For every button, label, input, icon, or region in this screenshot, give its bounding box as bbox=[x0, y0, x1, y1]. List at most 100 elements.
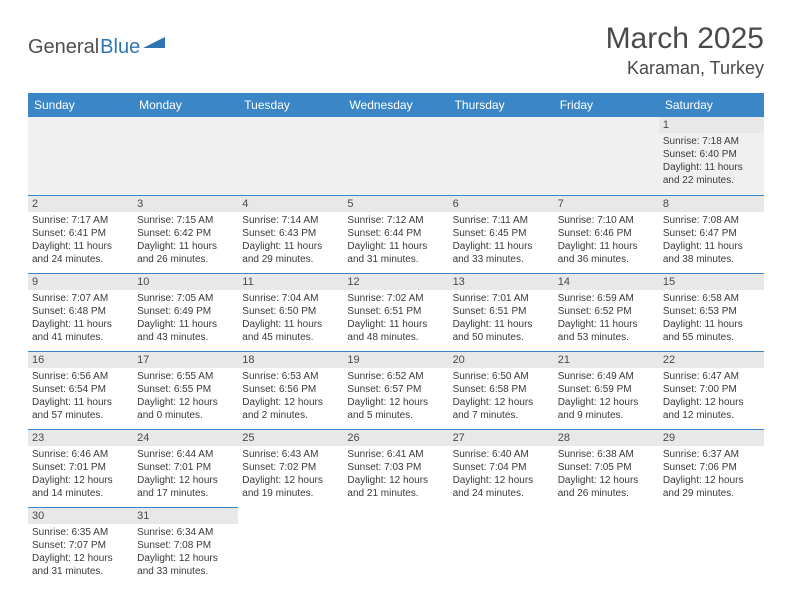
day-number: 30 bbox=[28, 508, 133, 524]
calendar-cell: 1Sunrise: 7:18 AMSunset: 6:40 PMDaylight… bbox=[659, 117, 764, 195]
day-number: 8 bbox=[659, 196, 764, 212]
sunset-line: Sunset: 7:08 PM bbox=[137, 539, 234, 552]
daylight-line: Daylight: 11 hours and 38 minutes. bbox=[663, 240, 760, 266]
sunset-line: Sunset: 6:45 PM bbox=[453, 227, 550, 240]
sunset-line: Sunset: 6:57 PM bbox=[347, 383, 444, 396]
daylight-line: Daylight: 12 hours and 5 minutes. bbox=[347, 396, 444, 422]
day-number: 11 bbox=[238, 274, 343, 290]
sunset-line: Sunset: 6:56 PM bbox=[242, 383, 339, 396]
sunset-line: Sunset: 6:50 PM bbox=[242, 305, 339, 318]
daylight-line: Daylight: 11 hours and 24 minutes. bbox=[32, 240, 129, 266]
sunrise-line: Sunrise: 6:55 AM bbox=[137, 370, 234, 383]
day-number: 17 bbox=[133, 352, 238, 368]
calendar-row: 30Sunrise: 6:35 AMSunset: 7:07 PMDayligh… bbox=[28, 507, 764, 585]
calendar-cell bbox=[449, 117, 554, 195]
calendar-cell: 14Sunrise: 6:59 AMSunset: 6:52 PMDayligh… bbox=[554, 273, 659, 351]
calendar-cell: 17Sunrise: 6:55 AMSunset: 6:55 PMDayligh… bbox=[133, 351, 238, 429]
calendar-cell: 30Sunrise: 6:35 AMSunset: 7:07 PMDayligh… bbox=[28, 507, 133, 585]
calendar-cell: 16Sunrise: 6:56 AMSunset: 6:54 PMDayligh… bbox=[28, 351, 133, 429]
day-number: 3 bbox=[133, 196, 238, 212]
calendar-cell: 27Sunrise: 6:40 AMSunset: 7:04 PMDayligh… bbox=[449, 429, 554, 507]
daylight-line: Daylight: 12 hours and 14 minutes. bbox=[32, 474, 129, 500]
daylight-line: Daylight: 12 hours and 7 minutes. bbox=[453, 396, 550, 422]
sunset-line: Sunset: 6:43 PM bbox=[242, 227, 339, 240]
daylight-line: Daylight: 11 hours and 22 minutes. bbox=[663, 161, 760, 187]
calendar-cell: 5Sunrise: 7:12 AMSunset: 6:44 PMDaylight… bbox=[343, 195, 448, 273]
calendar-cell: 7Sunrise: 7:10 AMSunset: 6:46 PMDaylight… bbox=[554, 195, 659, 273]
sunset-line: Sunset: 7:05 PM bbox=[558, 461, 655, 474]
day-number: 4 bbox=[238, 196, 343, 212]
calendar-cell: 21Sunrise: 6:49 AMSunset: 6:59 PMDayligh… bbox=[554, 351, 659, 429]
day-number: 26 bbox=[343, 430, 448, 446]
day-number: 13 bbox=[449, 274, 554, 290]
sunrise-line: Sunrise: 7:17 AM bbox=[32, 214, 129, 227]
daylight-line: Daylight: 11 hours and 43 minutes. bbox=[137, 318, 234, 344]
calendar-cell: 18Sunrise: 6:53 AMSunset: 6:56 PMDayligh… bbox=[238, 351, 343, 429]
sunrise-line: Sunrise: 6:43 AM bbox=[242, 448, 339, 461]
calendar-cell: 31Sunrise: 6:34 AMSunset: 7:08 PMDayligh… bbox=[133, 507, 238, 585]
calendar-cell: 3Sunrise: 7:15 AMSunset: 6:42 PMDaylight… bbox=[133, 195, 238, 273]
sunrise-line: Sunrise: 7:05 AM bbox=[137, 292, 234, 305]
day-number: 5 bbox=[343, 196, 448, 212]
logo-text-1: General bbox=[28, 36, 99, 59]
calendar-cell: 28Sunrise: 6:38 AMSunset: 7:05 PMDayligh… bbox=[554, 429, 659, 507]
daylight-line: Daylight: 12 hours and 17 minutes. bbox=[137, 474, 234, 500]
sunrise-line: Sunrise: 7:07 AM bbox=[32, 292, 129, 305]
title-block: March 2025 Karaman, Turkey bbox=[606, 22, 764, 79]
sunrise-line: Sunrise: 6:38 AM bbox=[558, 448, 655, 461]
sunset-line: Sunset: 7:00 PM bbox=[663, 383, 760, 396]
day-number: 14 bbox=[554, 274, 659, 290]
sunset-line: Sunset: 6:49 PM bbox=[137, 305, 234, 318]
day-number: 6 bbox=[449, 196, 554, 212]
day-number: 21 bbox=[554, 352, 659, 368]
sunset-line: Sunset: 6:59 PM bbox=[558, 383, 655, 396]
sunset-line: Sunset: 7:02 PM bbox=[242, 461, 339, 474]
sunrise-line: Sunrise: 7:08 AM bbox=[663, 214, 760, 227]
sunset-line: Sunset: 6:46 PM bbox=[558, 227, 655, 240]
day-number: 22 bbox=[659, 352, 764, 368]
day-header: Wednesday bbox=[343, 93, 448, 117]
sunset-line: Sunset: 6:48 PM bbox=[32, 305, 129, 318]
calendar-cell: 9Sunrise: 7:07 AMSunset: 6:48 PMDaylight… bbox=[28, 273, 133, 351]
calendar-cell: 22Sunrise: 6:47 AMSunset: 7:00 PMDayligh… bbox=[659, 351, 764, 429]
sunrise-line: Sunrise: 7:02 AM bbox=[347, 292, 444, 305]
daylight-line: Daylight: 11 hours and 29 minutes. bbox=[242, 240, 339, 266]
calendar-row: 16Sunrise: 6:56 AMSunset: 6:54 PMDayligh… bbox=[28, 351, 764, 429]
calendar-row: 9Sunrise: 7:07 AMSunset: 6:48 PMDaylight… bbox=[28, 273, 764, 351]
daylight-line: Daylight: 12 hours and 12 minutes. bbox=[663, 396, 760, 422]
calendar-cell: 13Sunrise: 7:01 AMSunset: 6:51 PMDayligh… bbox=[449, 273, 554, 351]
calendar-cell: 25Sunrise: 6:43 AMSunset: 7:02 PMDayligh… bbox=[238, 429, 343, 507]
calendar-row: 1Sunrise: 7:18 AMSunset: 6:40 PMDaylight… bbox=[28, 117, 764, 195]
day-number: 19 bbox=[343, 352, 448, 368]
day-header: Tuesday bbox=[238, 93, 343, 117]
daylight-line: Daylight: 12 hours and 0 minutes. bbox=[137, 396, 234, 422]
sunset-line: Sunset: 7:06 PM bbox=[663, 461, 760, 474]
day-number: 28 bbox=[554, 430, 659, 446]
sunset-line: Sunset: 7:01 PM bbox=[32, 461, 129, 474]
sunrise-line: Sunrise: 6:56 AM bbox=[32, 370, 129, 383]
day-header: Saturday bbox=[659, 93, 764, 117]
daylight-line: Daylight: 12 hours and 9 minutes. bbox=[558, 396, 655, 422]
sunrise-line: Sunrise: 7:18 AM bbox=[663, 135, 760, 148]
calendar-cell: 19Sunrise: 6:52 AMSunset: 6:57 PMDayligh… bbox=[343, 351, 448, 429]
sunset-line: Sunset: 7:03 PM bbox=[347, 461, 444, 474]
day-number: 12 bbox=[343, 274, 448, 290]
sunset-line: Sunset: 7:01 PM bbox=[137, 461, 234, 474]
day-number: 7 bbox=[554, 196, 659, 212]
sunrise-line: Sunrise: 6:53 AM bbox=[242, 370, 339, 383]
sunrise-line: Sunrise: 7:04 AM bbox=[242, 292, 339, 305]
sunrise-line: Sunrise: 7:11 AM bbox=[453, 214, 550, 227]
daylight-line: Daylight: 12 hours and 29 minutes. bbox=[663, 474, 760, 500]
calendar-cell bbox=[133, 117, 238, 195]
calendar-cell bbox=[28, 117, 133, 195]
daylight-line: Daylight: 12 hours and 2 minutes. bbox=[242, 396, 339, 422]
calendar-cell: 15Sunrise: 6:58 AMSunset: 6:53 PMDayligh… bbox=[659, 273, 764, 351]
location: Karaman, Turkey bbox=[606, 58, 764, 79]
calendar-cell: 24Sunrise: 6:44 AMSunset: 7:01 PMDayligh… bbox=[133, 429, 238, 507]
daylight-line: Daylight: 11 hours and 41 minutes. bbox=[32, 318, 129, 344]
sunrise-line: Sunrise: 7:10 AM bbox=[558, 214, 655, 227]
month-title: March 2025 bbox=[606, 22, 764, 56]
daylight-line: Daylight: 12 hours and 19 minutes. bbox=[242, 474, 339, 500]
daylight-line: Daylight: 11 hours and 57 minutes. bbox=[32, 396, 129, 422]
sunrise-line: Sunrise: 6:40 AM bbox=[453, 448, 550, 461]
